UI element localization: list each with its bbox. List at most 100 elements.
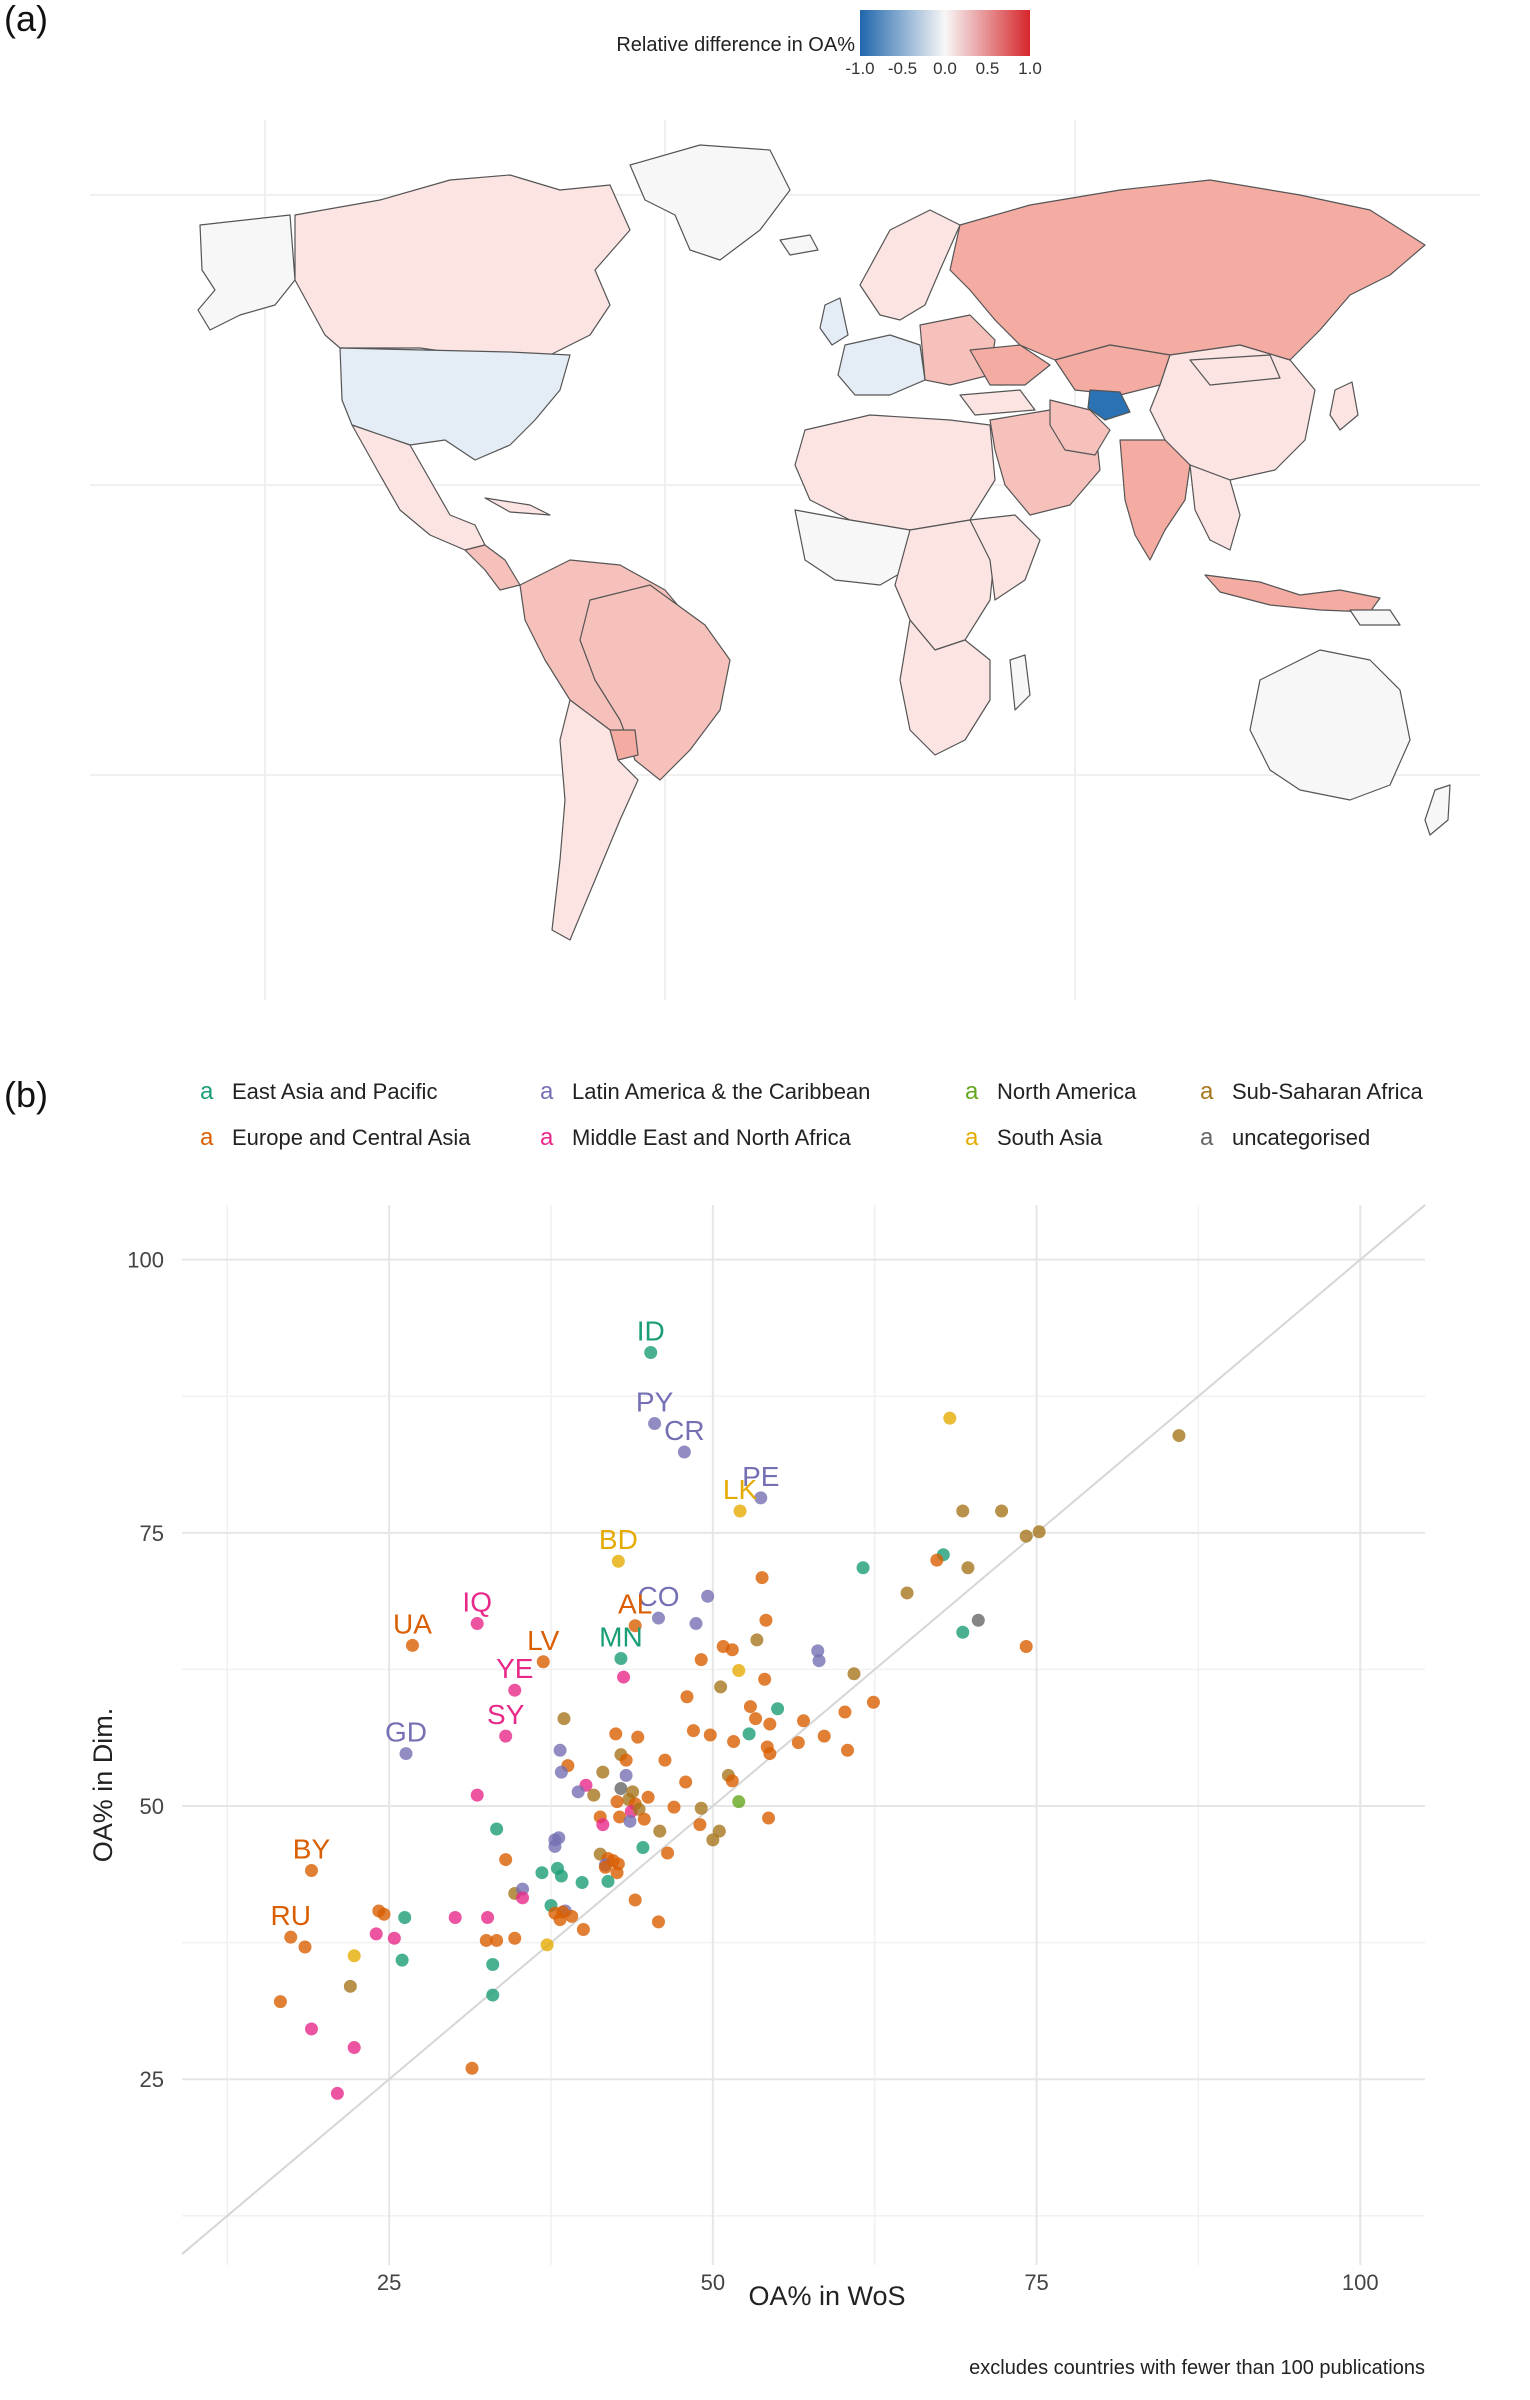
data-point (465, 2061, 479, 2075)
colorbar-title: Relative difference in OA% (616, 34, 855, 56)
legend-key-glyph: a (965, 1124, 979, 1151)
map-region-western-europe (837, 334, 926, 396)
data-point (651, 1915, 665, 1929)
y-tick-label: 50 (140, 1794, 164, 1819)
data-point (812, 1654, 826, 1668)
legend-label: Latin America & the Caribbean (572, 1079, 871, 1104)
point-label: RU (271, 1900, 311, 1931)
map-region-canada (294, 174, 631, 371)
data-point (689, 1617, 703, 1631)
map-region-scandinavia (859, 209, 961, 321)
data-point (759, 1613, 773, 1627)
world-map (90, 120, 1480, 1000)
data-point (701, 1589, 715, 1603)
colorbar-tick-label: -0.5 (888, 59, 917, 78)
data-point (486, 1957, 500, 1971)
map-region-iran (1049, 399, 1111, 456)
caption: excludes countries with fewer than 100 p… (969, 2357, 1425, 2379)
data-point (610, 1866, 624, 1880)
map-region-southern-africa (899, 619, 991, 756)
point-label: LV (527, 1625, 559, 1656)
y-tick-label: 25 (140, 2067, 164, 2092)
data-point (943, 1411, 957, 1425)
legend-item: a North America (965, 1078, 1136, 1106)
legend-label: Europe and Central Asia (232, 1125, 471, 1150)
data-point (516, 1891, 530, 1905)
data-point (797, 1714, 810, 1728)
data-point (553, 1743, 567, 1757)
data-point (347, 1949, 361, 1963)
data-point (636, 1841, 650, 1855)
data-point (1019, 1639, 1033, 1653)
data-point (758, 1672, 772, 1686)
x-axis-title: OA% in WoS (748, 2281, 905, 2311)
data-point (598, 1860, 612, 1874)
data-point (613, 1810, 627, 1824)
data-point (486, 1988, 500, 2002)
data-point (554, 1765, 568, 1779)
legend-key-glyph: a (200, 1078, 214, 1105)
x-tick-label: 25 (377, 2270, 401, 2295)
data-point (732, 1795, 746, 1809)
data-point (554, 1869, 568, 1883)
data-point (838, 1705, 852, 1719)
data-point (617, 1670, 631, 1684)
data-point (694, 1801, 708, 1815)
data-point (637, 1812, 651, 1826)
data-point (571, 1785, 585, 1799)
data-point (470, 1788, 484, 1802)
point-label: PE (742, 1461, 779, 1492)
data-point (387, 1931, 401, 1945)
colorbar-tick-label: 0.5 (976, 59, 1000, 78)
data-point (900, 1586, 914, 1600)
point-label: IQ (462, 1587, 492, 1618)
data-point (763, 1747, 777, 1761)
colorbar: Relative difference in OA% -1.0 -0.5 0.0 0.… (616, 10, 1042, 78)
data-point (490, 1822, 504, 1836)
point-label: MN (599, 1622, 643, 1653)
legend-label: South Asia (997, 1125, 1103, 1150)
legend-item: a Sub-Saharan Africa (1200, 1078, 1423, 1106)
data-point (811, 1644, 825, 1658)
point-label: BD (599, 1524, 638, 1555)
data-point (601, 1874, 615, 1888)
data-point-labelled (499, 1729, 513, 1743)
data-point (298, 1940, 312, 1954)
data-point (395, 1953, 409, 1967)
data-point (771, 1702, 785, 1716)
map-region-east-africa (969, 514, 1041, 601)
map-region-madagascar (1009, 654, 1031, 711)
data-point-labelled (508, 1683, 522, 1697)
data-point (631, 1730, 645, 1744)
data-point-labelled (648, 1417, 662, 1431)
data-point (587, 1788, 601, 1802)
data-point (706, 1833, 720, 1847)
data-point (557, 1712, 571, 1726)
colorbar-tick-label: 1.0 (1018, 59, 1042, 78)
data-point (742, 1727, 756, 1741)
data-point (694, 1653, 708, 1667)
map-region-alaska (197, 214, 296, 331)
data-point (619, 1768, 633, 1782)
data-point-labelled (651, 1611, 665, 1625)
data-point (680, 1690, 694, 1704)
legend-item: a East Asia and Pacific (200, 1078, 437, 1106)
point-label: AL (618, 1589, 652, 1620)
map-region-ukraine (969, 344, 1051, 386)
data-point (956, 1504, 970, 1518)
point-label: UA (393, 1608, 432, 1639)
data-point-labelled (614, 1652, 628, 1666)
data-point (817, 1729, 831, 1743)
data-point (623, 1814, 637, 1828)
map-region-southeast-asia (1189, 464, 1241, 551)
map-region-central-america (464, 544, 521, 591)
data-point (686, 1724, 700, 1738)
data-point (714, 1680, 728, 1694)
data-point (661, 1846, 675, 1860)
map-region-mongolia (1189, 354, 1281, 386)
legend-item: a Middle East and North Africa (540, 1124, 851, 1152)
map-region-australia (1249, 649, 1411, 801)
map-region-uk (819, 297, 849, 346)
data-point (856, 1561, 870, 1575)
